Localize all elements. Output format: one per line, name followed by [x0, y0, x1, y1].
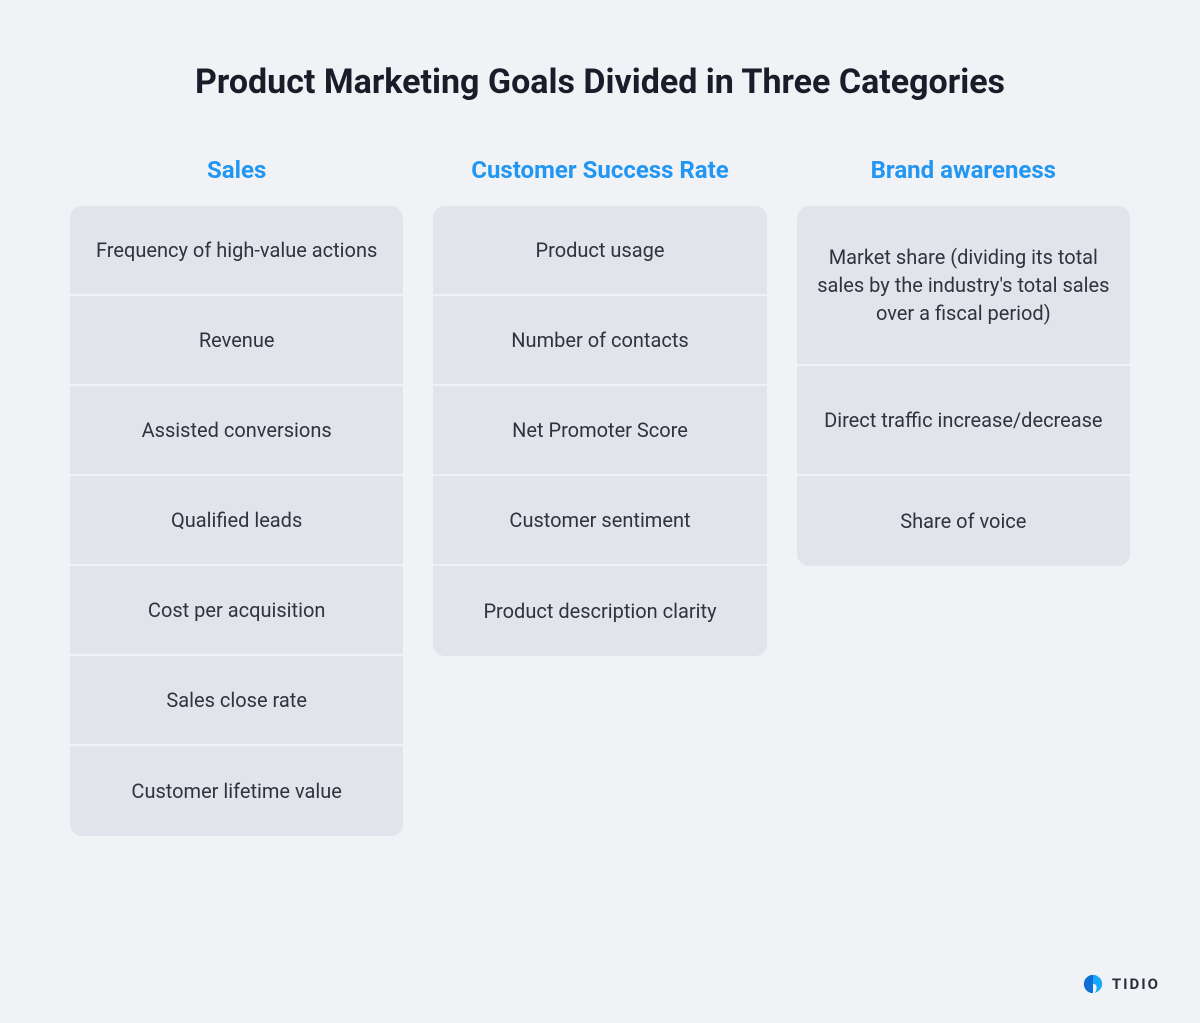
brand-footer: TIDIO — [1082, 973, 1160, 995]
list-item: Direct traffic increase/decrease — [797, 366, 1130, 476]
category-title: Brand awareness — [871, 156, 1056, 184]
list-item: Share of voice — [797, 476, 1130, 566]
brand-name: TIDIO — [1112, 975, 1160, 993]
category-items-box: Frequency of high-value actions Revenue … — [70, 206, 403, 836]
list-item: Market share (dividing its total sales b… — [797, 206, 1130, 366]
list-item: Number of contacts — [433, 296, 766, 386]
list-item: Net Promoter Score — [433, 386, 766, 476]
category-column-customer-success: Customer Success Rate Product usage Numb… — [433, 156, 766, 656]
category-items-box: Product usage Number of contacts Net Pro… — [433, 206, 766, 656]
category-items-box: Market share (dividing its total sales b… — [797, 206, 1130, 566]
tidio-logo-icon — [1082, 973, 1104, 995]
categories-container: Sales Frequency of high-value actions Re… — [70, 156, 1130, 836]
list-item: Assisted conversions — [70, 386, 403, 476]
list-item: Product usage — [433, 206, 766, 296]
list-item: Customer sentiment — [433, 476, 766, 566]
list-item: Sales close rate — [70, 656, 403, 746]
list-item: Customer lifetime value — [70, 746, 403, 836]
category-column-brand-awareness: Brand awareness Market share (dividing i… — [797, 156, 1130, 566]
list-item: Qualified leads — [70, 476, 403, 566]
category-column-sales: Sales Frequency of high-value actions Re… — [70, 156, 403, 836]
category-title: Customer Success Rate — [471, 156, 728, 184]
category-title: Sales — [207, 156, 266, 184]
list-item: Revenue — [70, 296, 403, 386]
page-title: Product Marketing Goals Divided in Three… — [70, 60, 1130, 106]
list-item: Cost per acquisition — [70, 566, 403, 656]
list-item: Frequency of high-value actions — [70, 206, 403, 296]
list-item: Product description clarity — [433, 566, 766, 656]
